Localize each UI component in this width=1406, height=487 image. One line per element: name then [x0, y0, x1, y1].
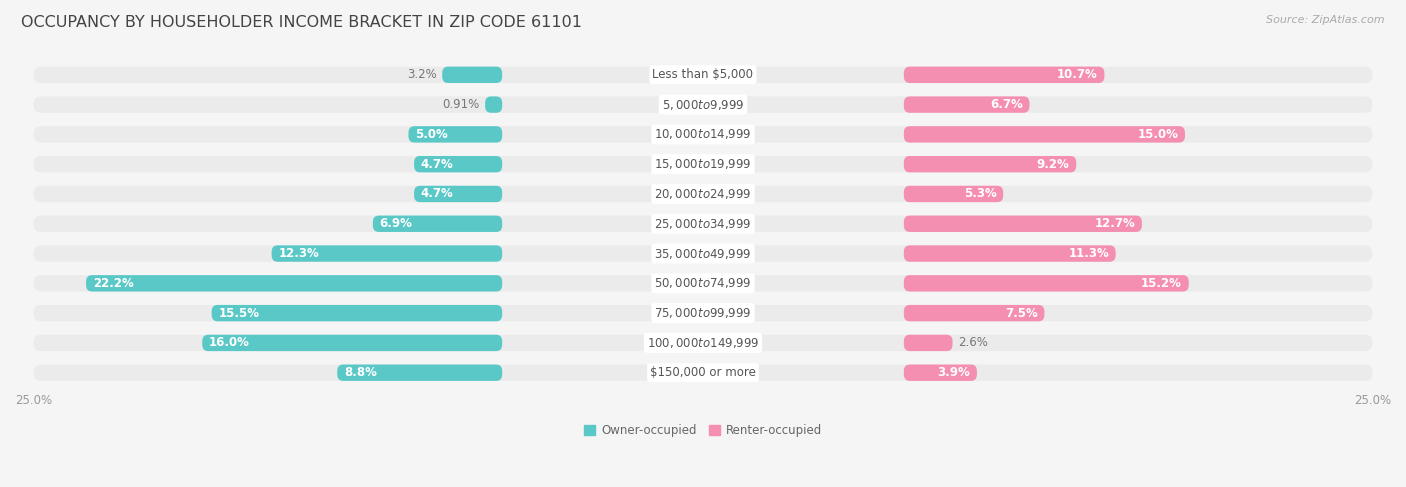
FancyBboxPatch shape — [212, 305, 502, 321]
FancyBboxPatch shape — [34, 67, 1372, 83]
FancyBboxPatch shape — [904, 305, 1045, 321]
FancyBboxPatch shape — [34, 186, 1372, 202]
FancyBboxPatch shape — [34, 126, 1372, 143]
Text: $10,000 to $14,999: $10,000 to $14,999 — [654, 128, 752, 141]
Text: 3.2%: 3.2% — [408, 68, 437, 81]
FancyBboxPatch shape — [34, 305, 1372, 321]
FancyBboxPatch shape — [904, 126, 1185, 143]
FancyBboxPatch shape — [202, 335, 502, 351]
Text: 15.2%: 15.2% — [1142, 277, 1182, 290]
Text: 4.7%: 4.7% — [420, 158, 454, 170]
Text: 25.0%: 25.0% — [15, 394, 52, 407]
FancyBboxPatch shape — [409, 126, 502, 143]
FancyBboxPatch shape — [904, 186, 1002, 202]
Text: 4.7%: 4.7% — [420, 187, 454, 201]
FancyBboxPatch shape — [904, 275, 1188, 292]
Text: 15.0%: 15.0% — [1137, 128, 1178, 141]
Text: $25,000 to $34,999: $25,000 to $34,999 — [654, 217, 752, 231]
Text: $150,000 or more: $150,000 or more — [650, 366, 756, 379]
FancyBboxPatch shape — [485, 96, 502, 113]
Text: $50,000 to $74,999: $50,000 to $74,999 — [654, 276, 752, 290]
Text: $5,000 to $9,999: $5,000 to $9,999 — [662, 97, 744, 112]
FancyBboxPatch shape — [34, 216, 1372, 232]
Text: 9.2%: 9.2% — [1036, 158, 1070, 170]
Text: OCCUPANCY BY HOUSEHOLDER INCOME BRACKET IN ZIP CODE 61101: OCCUPANCY BY HOUSEHOLDER INCOME BRACKET … — [21, 15, 582, 30]
FancyBboxPatch shape — [337, 364, 502, 381]
FancyBboxPatch shape — [34, 364, 1372, 381]
FancyBboxPatch shape — [904, 156, 1076, 172]
FancyBboxPatch shape — [34, 275, 1372, 292]
Text: $100,000 to $149,999: $100,000 to $149,999 — [647, 336, 759, 350]
Text: $75,000 to $99,999: $75,000 to $99,999 — [654, 306, 752, 320]
FancyBboxPatch shape — [34, 335, 1372, 351]
Text: 5.3%: 5.3% — [963, 187, 997, 201]
FancyBboxPatch shape — [86, 275, 502, 292]
Text: $20,000 to $24,999: $20,000 to $24,999 — [654, 187, 752, 201]
FancyBboxPatch shape — [373, 216, 502, 232]
Text: 8.8%: 8.8% — [344, 366, 377, 379]
FancyBboxPatch shape — [904, 335, 953, 351]
Text: $35,000 to $49,999: $35,000 to $49,999 — [654, 246, 752, 261]
Text: 25.0%: 25.0% — [1354, 394, 1391, 407]
Text: 10.7%: 10.7% — [1057, 68, 1098, 81]
FancyBboxPatch shape — [904, 216, 1142, 232]
FancyBboxPatch shape — [34, 156, 1372, 172]
FancyBboxPatch shape — [34, 96, 1372, 113]
FancyBboxPatch shape — [271, 245, 502, 262]
FancyBboxPatch shape — [904, 96, 1029, 113]
Text: 15.5%: 15.5% — [218, 307, 259, 319]
Text: 2.6%: 2.6% — [957, 337, 988, 349]
Text: 7.5%: 7.5% — [1005, 307, 1038, 319]
Text: 5.0%: 5.0% — [415, 128, 449, 141]
FancyBboxPatch shape — [34, 245, 1372, 262]
Text: 11.3%: 11.3% — [1069, 247, 1109, 260]
Text: $15,000 to $19,999: $15,000 to $19,999 — [654, 157, 752, 171]
Text: 6.9%: 6.9% — [380, 217, 412, 230]
Text: 22.2%: 22.2% — [93, 277, 134, 290]
Text: 12.3%: 12.3% — [278, 247, 319, 260]
Text: 12.7%: 12.7% — [1094, 217, 1135, 230]
Legend: Owner-occupied, Renter-occupied: Owner-occupied, Renter-occupied — [579, 419, 827, 442]
Text: 16.0%: 16.0% — [209, 337, 250, 349]
Text: 3.9%: 3.9% — [938, 366, 970, 379]
FancyBboxPatch shape — [904, 67, 1104, 83]
FancyBboxPatch shape — [904, 364, 977, 381]
FancyBboxPatch shape — [443, 67, 502, 83]
Text: 6.7%: 6.7% — [990, 98, 1022, 111]
Text: 0.91%: 0.91% — [443, 98, 479, 111]
Text: Source: ZipAtlas.com: Source: ZipAtlas.com — [1267, 15, 1385, 25]
FancyBboxPatch shape — [415, 156, 502, 172]
Text: Less than $5,000: Less than $5,000 — [652, 68, 754, 81]
FancyBboxPatch shape — [415, 186, 502, 202]
FancyBboxPatch shape — [904, 245, 1115, 262]
